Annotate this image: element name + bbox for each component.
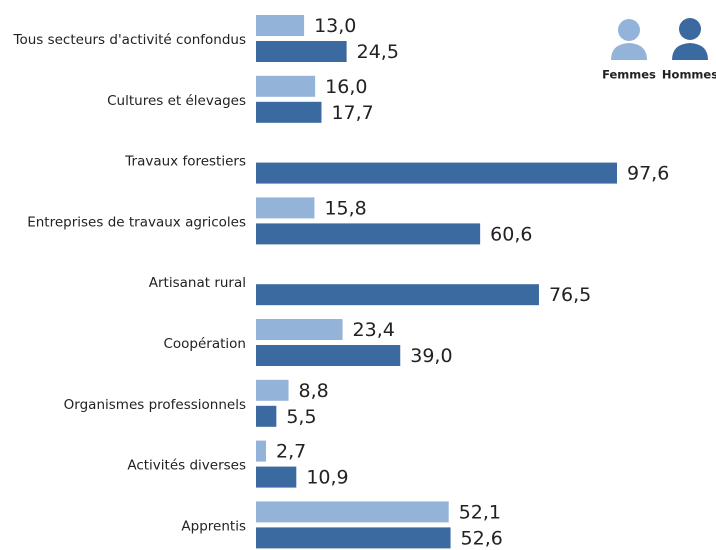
bar (256, 466, 297, 488)
value-label: 2,7 (276, 441, 306, 463)
bar (256, 162, 617, 184)
value-label: 60,6 (490, 223, 532, 245)
value-label: 76,5 (549, 284, 591, 306)
value-label: 10,9 (306, 467, 348, 489)
bar (256, 41, 347, 62)
bar (256, 223, 481, 245)
category-label: Apprentis (181, 518, 246, 534)
legend-icon-femmes (611, 19, 647, 60)
bar (256, 345, 401, 366)
value-label: 23,4 (353, 319, 395, 341)
bar (256, 101, 322, 123)
value-label: 39,0 (410, 345, 452, 367)
value-label: 52,6 (461, 527, 503, 549)
value-label: 17,7 (331, 102, 373, 124)
value-label: 13,0 (314, 15, 356, 37)
value-label: 5,5 (286, 406, 316, 428)
bar (256, 501, 449, 523)
bar (256, 440, 266, 462)
category-label: Travaux forestiers (124, 154, 246, 170)
category-label: Coopération (163, 336, 246, 352)
value-label: 16,0 (325, 76, 367, 98)
value-label: 97,6 (627, 163, 669, 185)
bar (256, 319, 343, 340)
value-label: 52,1 (459, 501, 501, 523)
category-label: Cultures et élevages (107, 93, 246, 109)
category-label: Artisanat rural (149, 275, 246, 291)
legend-label: Hommes (662, 68, 716, 82)
bar (256, 527, 451, 549)
bar (256, 197, 315, 219)
value-label: 24,5 (357, 41, 399, 63)
category-label: Activités diverses (127, 458, 246, 474)
legend-icon-hommes (672, 18, 708, 60)
category-label: Entreprises de travaux agricoles (27, 214, 246, 230)
value-label: 8,8 (299, 380, 329, 402)
category-label: Organismes professionnels (64, 397, 246, 413)
bar (256, 405, 277, 427)
bar (256, 75, 316, 97)
bar (256, 284, 539, 306)
bar (256, 15, 305, 36)
bar (256, 379, 289, 401)
value-label: 15,8 (324, 197, 366, 219)
category-label: Tous secteurs d'activité confondus (13, 32, 247, 48)
legend-label: Femmes (602, 68, 656, 82)
